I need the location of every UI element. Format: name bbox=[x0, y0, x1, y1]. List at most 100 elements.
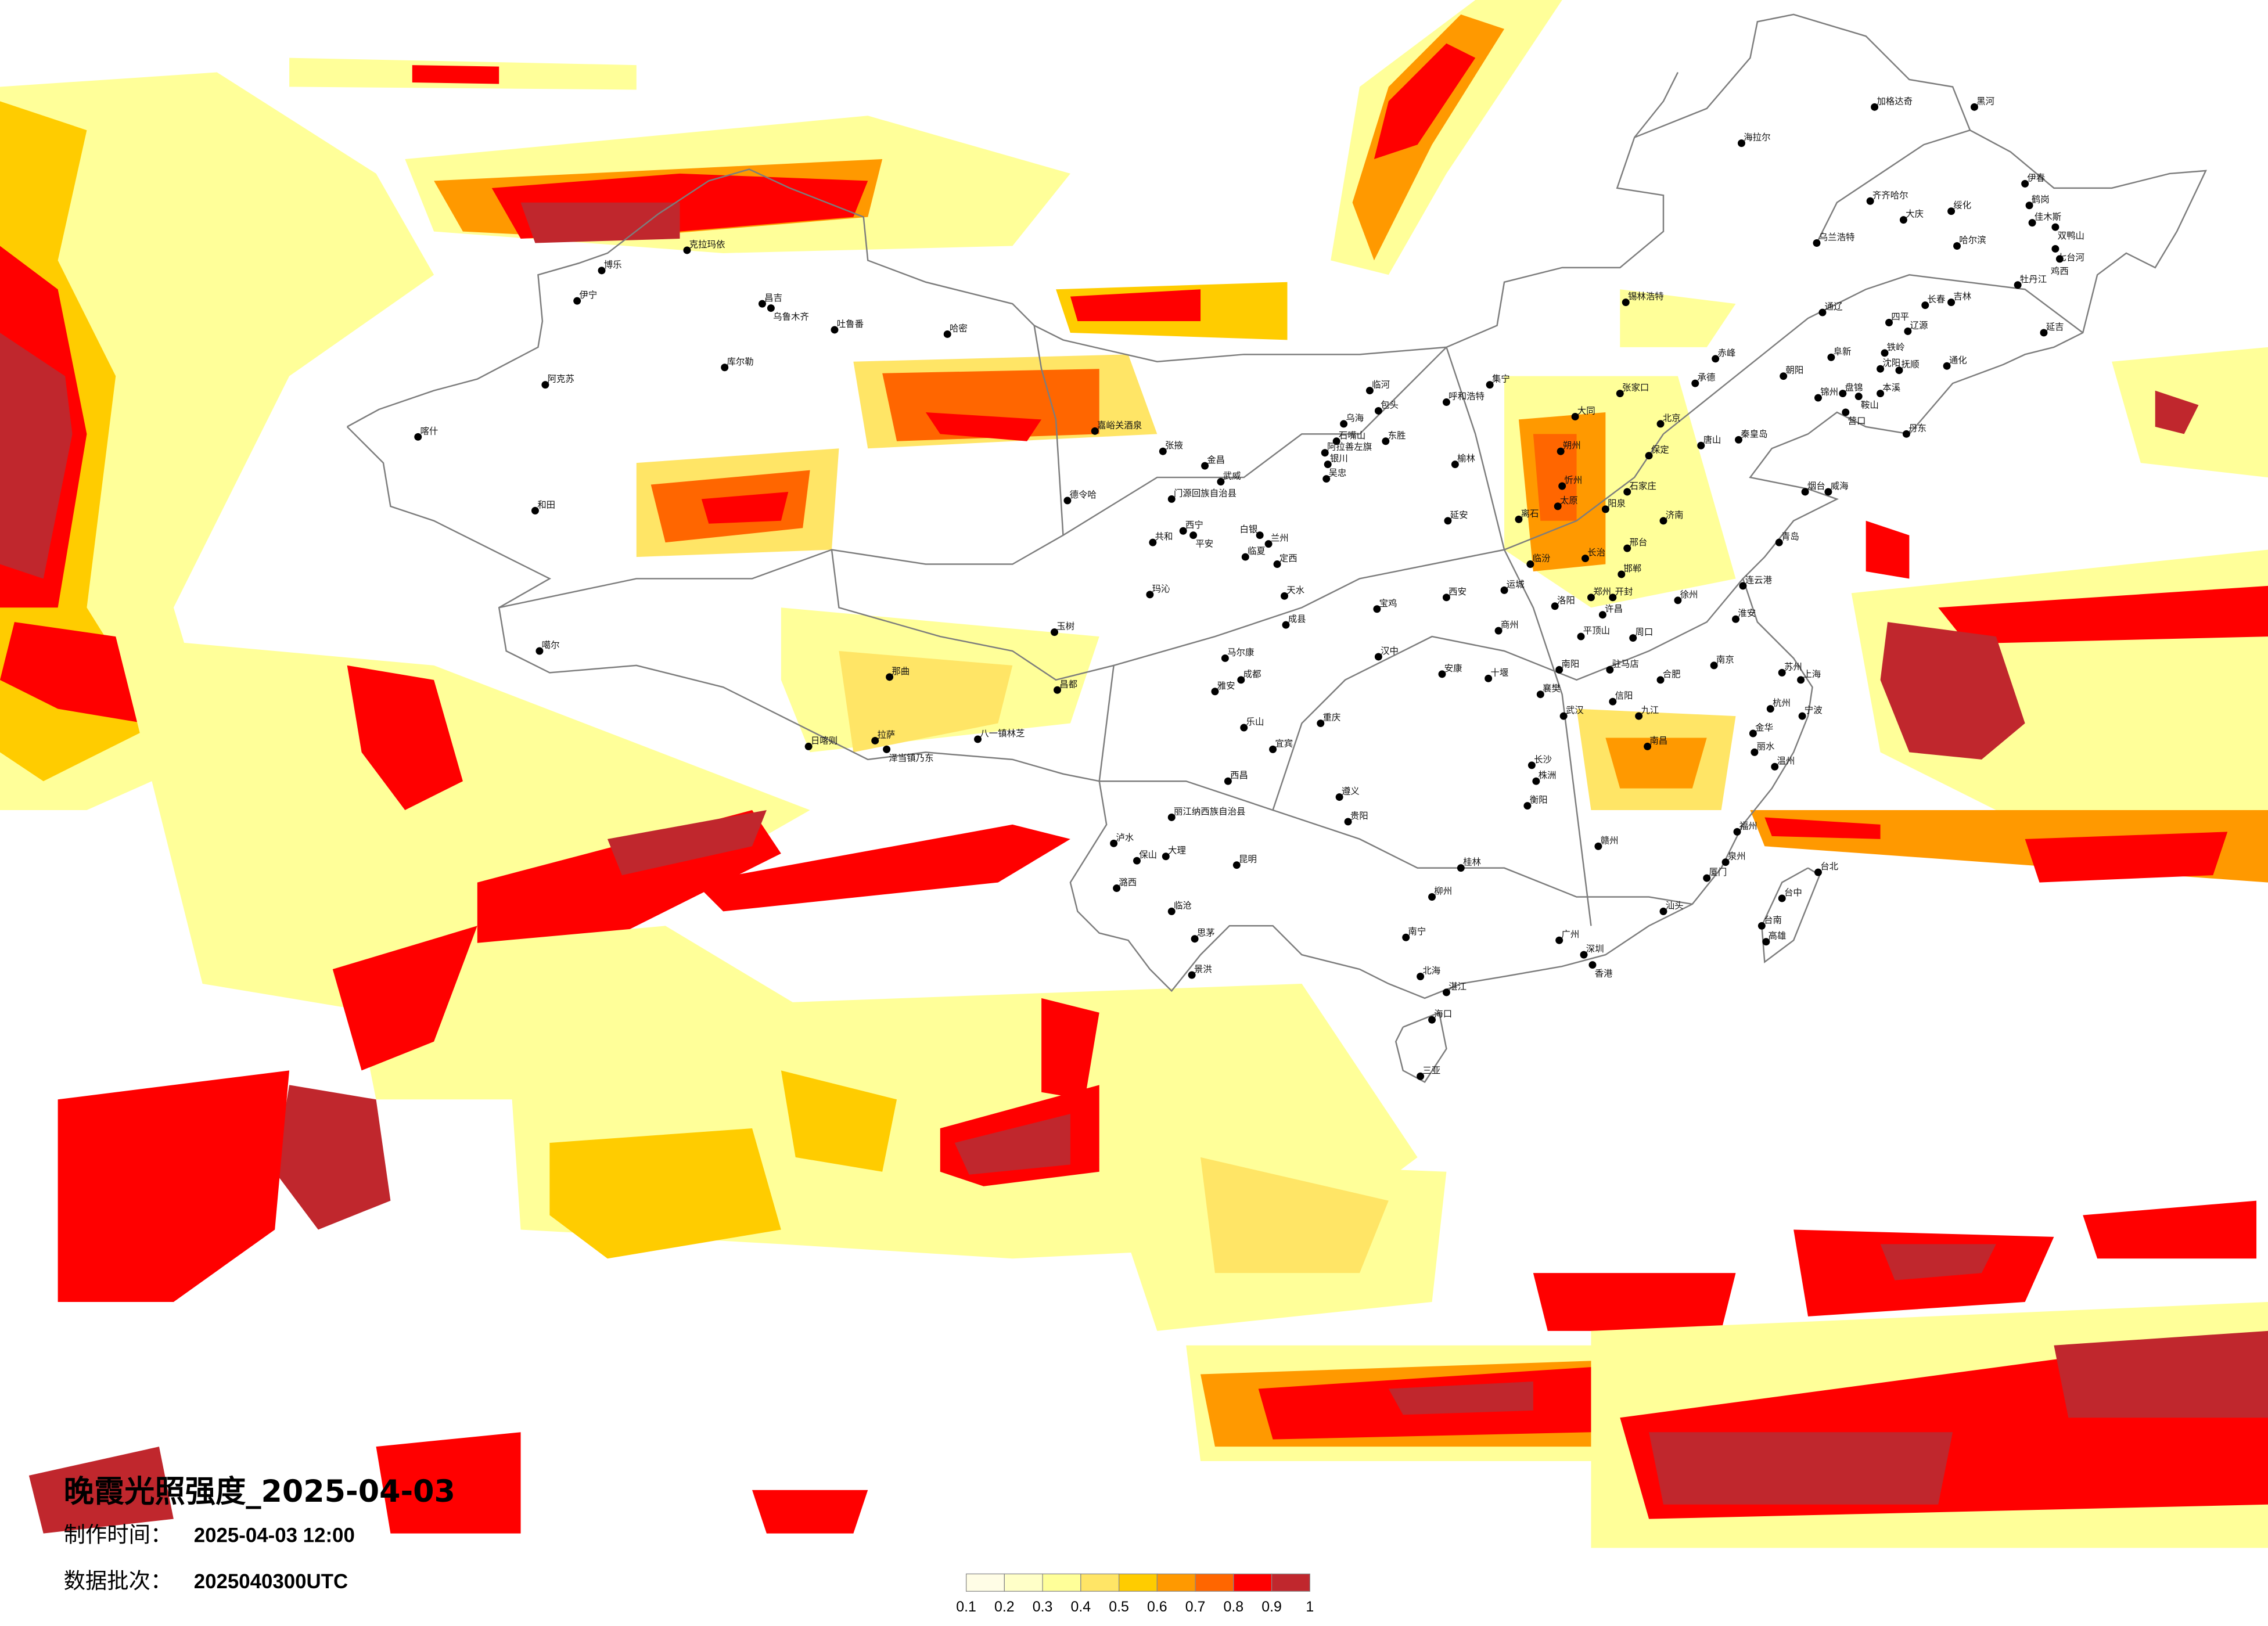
city-marker: 西安 bbox=[1442, 587, 1467, 602]
legend-tick-label: 0.8 bbox=[1224, 1599, 1244, 1615]
city-marker: 佳木斯 bbox=[2028, 212, 2061, 227]
city-dot-icon bbox=[1240, 724, 1248, 732]
city-marker: 唐山 bbox=[1697, 434, 1721, 449]
city-label: 盘锦 bbox=[1845, 382, 1863, 393]
city-marker: 景洪 bbox=[1188, 964, 1212, 979]
city-marker: 黑河 bbox=[1970, 96, 1994, 111]
city-label: 沈阳 bbox=[1882, 358, 1900, 368]
city-dot-icon bbox=[1814, 868, 1822, 876]
city-label: 大理 bbox=[1168, 846, 1186, 856]
city-dot-icon bbox=[1442, 593, 1450, 602]
city-dot-icon bbox=[541, 381, 549, 389]
city-marker: 承德 bbox=[1691, 372, 1715, 387]
city-label: 石嘴山 bbox=[1339, 430, 1365, 441]
city-marker: 海拉尔 bbox=[1738, 132, 1771, 148]
city-dot-icon bbox=[1063, 497, 1072, 505]
city-marker: 雅安 bbox=[1211, 681, 1235, 696]
city-marker: 厦门 bbox=[1703, 867, 1727, 882]
city-label: 银川 bbox=[1330, 454, 1348, 464]
city-marker: 平安 bbox=[1189, 531, 1213, 549]
city-marker: 大同 bbox=[1571, 405, 1595, 420]
city-dot-icon bbox=[1189, 531, 1198, 539]
city-label: 齐齐哈尔 bbox=[1872, 190, 1908, 200]
city-dot-icon bbox=[2014, 281, 2022, 289]
city-marker: 集宁 bbox=[1486, 374, 1510, 389]
map-title: 晚霞光照强度_2025-04-03 bbox=[64, 1474, 455, 1509]
city-marker: 库尔勒 bbox=[721, 357, 754, 372]
intensity-patch bbox=[520, 202, 680, 243]
city-label: 噶尔 bbox=[542, 640, 560, 650]
city-marker: 嘉峪关酒泉 bbox=[1091, 420, 1142, 435]
legend-tick-label: 0.1 bbox=[956, 1599, 976, 1615]
city-dot-icon bbox=[1091, 427, 1099, 435]
city-marker: 阿拉善左旗 bbox=[1321, 442, 1372, 457]
boundary-line bbox=[1394, 1012, 1447, 1083]
city-dot-icon bbox=[1438, 670, 1446, 678]
city-dot-icon bbox=[1442, 988, 1450, 997]
city-label: 高雄 bbox=[1769, 931, 1787, 941]
city-dot-icon bbox=[1623, 488, 1631, 496]
city-marker: 西昌 bbox=[1224, 770, 1248, 785]
city-label: 宁波 bbox=[1805, 705, 1823, 715]
city-dot-icon bbox=[1703, 874, 1711, 882]
city-marker: 香港 bbox=[1588, 961, 1613, 979]
city-label: 绥化 bbox=[1953, 200, 1971, 211]
city-marker: 乌兰浩特 bbox=[1813, 232, 1854, 247]
city-label: 双鸭山 bbox=[2058, 231, 2084, 241]
city-label: 北海 bbox=[1422, 966, 1440, 976]
city-label: 邢台 bbox=[1629, 537, 1647, 548]
city-marker: 白银 bbox=[1240, 524, 1264, 539]
city-marker: 十堰 bbox=[1485, 667, 1508, 682]
city-dot-icon bbox=[1264, 540, 1273, 548]
city-dot-icon bbox=[1712, 355, 1720, 363]
intensity-patch bbox=[607, 810, 767, 876]
city-label: 雅安 bbox=[1217, 681, 1235, 691]
city-dot-icon bbox=[1606, 665, 1614, 674]
city-label: 抚顺 bbox=[1902, 359, 1920, 370]
city-dot-icon bbox=[1486, 381, 1494, 389]
intensity-patch bbox=[1938, 585, 2268, 644]
city-dot-icon bbox=[1551, 602, 1559, 610]
city-label: 鞍山 bbox=[1861, 400, 1879, 410]
city-label: 西昌 bbox=[1230, 770, 1248, 780]
city-marker: 阜新 bbox=[1827, 346, 1852, 361]
city-dot-icon bbox=[1054, 686, 1061, 694]
city-marker: 离石 bbox=[1515, 508, 1539, 523]
intensity-patch bbox=[694, 824, 1070, 912]
city-marker: 定西 bbox=[1273, 553, 1297, 569]
city-marker: 南京 bbox=[1710, 654, 1734, 670]
city-label: 台北 bbox=[1820, 861, 1838, 872]
intensity-patch bbox=[1533, 434, 1577, 521]
city-marker: 双鸭山 bbox=[2051, 223, 2084, 241]
city-marker: 西宁 bbox=[1179, 520, 1203, 535]
city-label: 喀什 bbox=[420, 426, 438, 436]
city-marker: 延安 bbox=[1444, 510, 1468, 525]
city-marker: 吉林 bbox=[1947, 292, 1971, 307]
city-label: 集宁 bbox=[1492, 374, 1510, 384]
city-marker: 锦州 bbox=[1814, 387, 1838, 402]
city-dot-icon bbox=[1885, 319, 1893, 326]
city-dot-icon bbox=[1766, 705, 1774, 713]
city-dot-icon bbox=[1273, 560, 1281, 569]
city-marker: 铁岭 bbox=[1881, 342, 1905, 357]
city-label: 营口 bbox=[1848, 416, 1866, 426]
city-dot-icon bbox=[1282, 621, 1290, 629]
data-batch-value: 2025040300UTC bbox=[194, 1570, 348, 1593]
city-marker: 湛江 bbox=[1442, 981, 1467, 997]
city-label: 昌都 bbox=[1059, 679, 1077, 689]
city-label: 乌海 bbox=[1346, 413, 1364, 423]
city-dot-icon bbox=[1554, 502, 1562, 510]
city-label: 三亚 bbox=[1422, 1065, 1440, 1075]
city-label: 西安 bbox=[1448, 587, 1467, 597]
city-label: 临汾 bbox=[1533, 553, 1551, 564]
city-label: 七台河 bbox=[2058, 252, 2084, 262]
city-marker: 思茅 bbox=[1191, 928, 1215, 943]
city-dot-icon bbox=[1442, 398, 1450, 406]
intensity-heat-layer bbox=[0, 0, 2268, 1548]
intensity-patch bbox=[332, 926, 477, 1071]
city-label: 加格达奇 bbox=[1877, 96, 1913, 106]
city-label: 石家庄 bbox=[1629, 481, 1656, 491]
city-label: 汉中 bbox=[1381, 646, 1399, 656]
city-marker: 锡林浩特 bbox=[1622, 292, 1664, 307]
